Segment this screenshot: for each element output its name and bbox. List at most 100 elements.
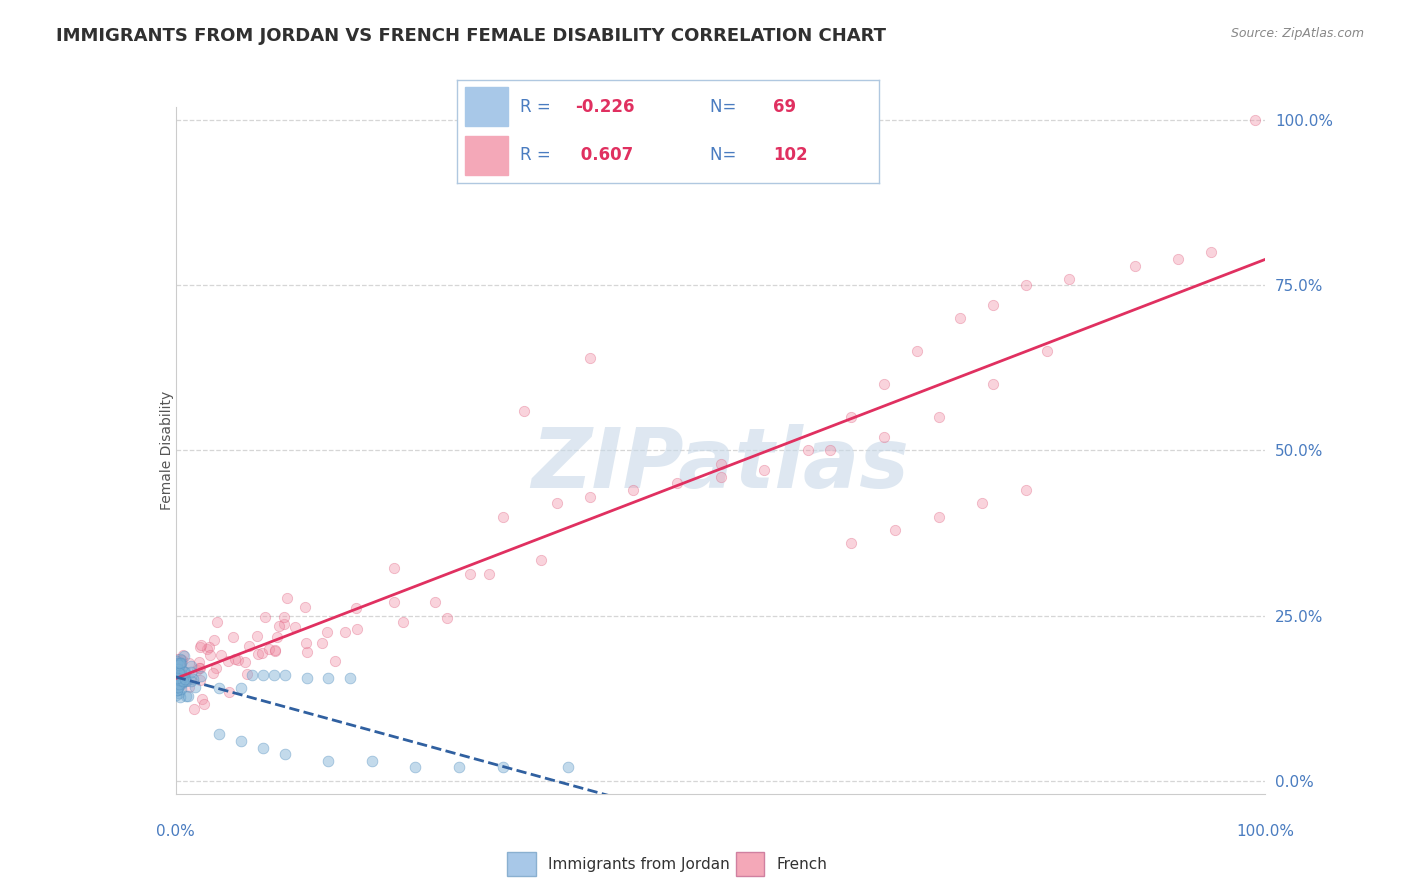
Point bbox=[458, 567, 481, 582]
Bar bbox=[465, 87, 508, 127]
Point bbox=[546, 496, 568, 510]
Point bbox=[208, 727, 231, 741]
Point bbox=[841, 410, 863, 425]
Point bbox=[276, 591, 298, 605]
Point bbox=[167, 679, 190, 693]
Point bbox=[311, 636, 333, 650]
Point bbox=[447, 760, 470, 774]
Text: French: French bbox=[776, 857, 827, 871]
Point bbox=[478, 566, 501, 581]
Point bbox=[167, 677, 190, 691]
Point bbox=[492, 509, 515, 524]
Point bbox=[190, 640, 212, 655]
Point bbox=[179, 656, 201, 670]
Point bbox=[263, 668, 285, 682]
Point bbox=[174, 665, 197, 679]
Point bbox=[344, 601, 367, 615]
Point bbox=[180, 674, 202, 689]
Point bbox=[170, 675, 193, 690]
Point bbox=[172, 648, 194, 663]
Point bbox=[841, 536, 863, 550]
Point bbox=[167, 665, 190, 680]
Point bbox=[186, 663, 208, 677]
Point bbox=[754, 463, 776, 477]
Point bbox=[166, 678, 188, 692]
Point bbox=[167, 672, 190, 686]
Point bbox=[873, 430, 896, 444]
Point bbox=[188, 661, 211, 675]
Point bbox=[884, 523, 907, 537]
Point bbox=[188, 661, 211, 675]
Point bbox=[169, 667, 191, 681]
Point bbox=[235, 666, 257, 681]
Point bbox=[294, 599, 316, 614]
Point bbox=[710, 470, 733, 484]
Bar bbox=[508, 853, 536, 876]
Point bbox=[172, 653, 194, 667]
Point bbox=[180, 659, 202, 673]
Point bbox=[269, 619, 291, 633]
Point bbox=[172, 670, 194, 684]
Point bbox=[167, 663, 190, 677]
Point bbox=[557, 760, 579, 774]
Point bbox=[796, 443, 818, 458]
Point bbox=[382, 561, 405, 575]
Point bbox=[233, 656, 256, 670]
Point bbox=[252, 740, 274, 755]
Point bbox=[170, 675, 193, 690]
Point bbox=[173, 672, 195, 686]
Point bbox=[165, 669, 187, 683]
Point bbox=[169, 669, 191, 683]
Text: 0.607: 0.607 bbox=[575, 146, 633, 164]
Point bbox=[204, 632, 226, 647]
Point bbox=[169, 657, 191, 671]
Point bbox=[240, 668, 263, 682]
Bar bbox=[465, 136, 508, 175]
Point bbox=[273, 610, 295, 624]
Point bbox=[579, 490, 602, 504]
Point bbox=[169, 690, 191, 705]
Text: Immigrants from Jordan: Immigrants from Jordan bbox=[548, 857, 730, 871]
Point bbox=[188, 655, 211, 669]
Text: N=: N= bbox=[710, 98, 741, 116]
Point bbox=[325, 654, 347, 668]
Point bbox=[167, 662, 190, 676]
Point bbox=[198, 640, 221, 654]
Point bbox=[295, 645, 318, 659]
Point bbox=[172, 673, 194, 687]
Point bbox=[169, 652, 191, 666]
Point bbox=[579, 351, 602, 365]
Point bbox=[208, 681, 231, 696]
Point bbox=[246, 629, 269, 643]
Point bbox=[257, 642, 280, 657]
Point bbox=[217, 654, 239, 668]
Point bbox=[252, 647, 274, 661]
Text: 0.0%: 0.0% bbox=[156, 824, 195, 839]
Text: 69: 69 bbox=[773, 98, 796, 116]
Point bbox=[170, 673, 193, 687]
Text: IMMIGRANTS FROM JORDAN VS FRENCH FEMALE DISABILITY CORRELATION CHART: IMMIGRANTS FROM JORDAN VS FRENCH FEMALE … bbox=[56, 27, 886, 45]
Point bbox=[224, 652, 246, 666]
Point bbox=[252, 668, 274, 682]
Point bbox=[165, 655, 187, 669]
Point bbox=[193, 697, 215, 711]
Point bbox=[1036, 344, 1059, 359]
Point bbox=[346, 622, 368, 636]
Point bbox=[180, 665, 202, 679]
Point bbox=[176, 674, 198, 689]
Text: ZIPatlas: ZIPatlas bbox=[531, 424, 910, 505]
Point bbox=[177, 680, 200, 694]
Point bbox=[391, 615, 413, 629]
Point bbox=[174, 689, 197, 703]
Point bbox=[173, 665, 195, 679]
Point bbox=[169, 673, 191, 688]
Point bbox=[981, 377, 1004, 392]
Point bbox=[818, 443, 841, 458]
Point bbox=[530, 552, 553, 566]
Point bbox=[166, 672, 188, 686]
Text: R =: R = bbox=[520, 98, 557, 116]
Point bbox=[360, 754, 382, 768]
Point bbox=[167, 685, 190, 699]
Point bbox=[165, 666, 187, 681]
Point bbox=[166, 670, 188, 684]
